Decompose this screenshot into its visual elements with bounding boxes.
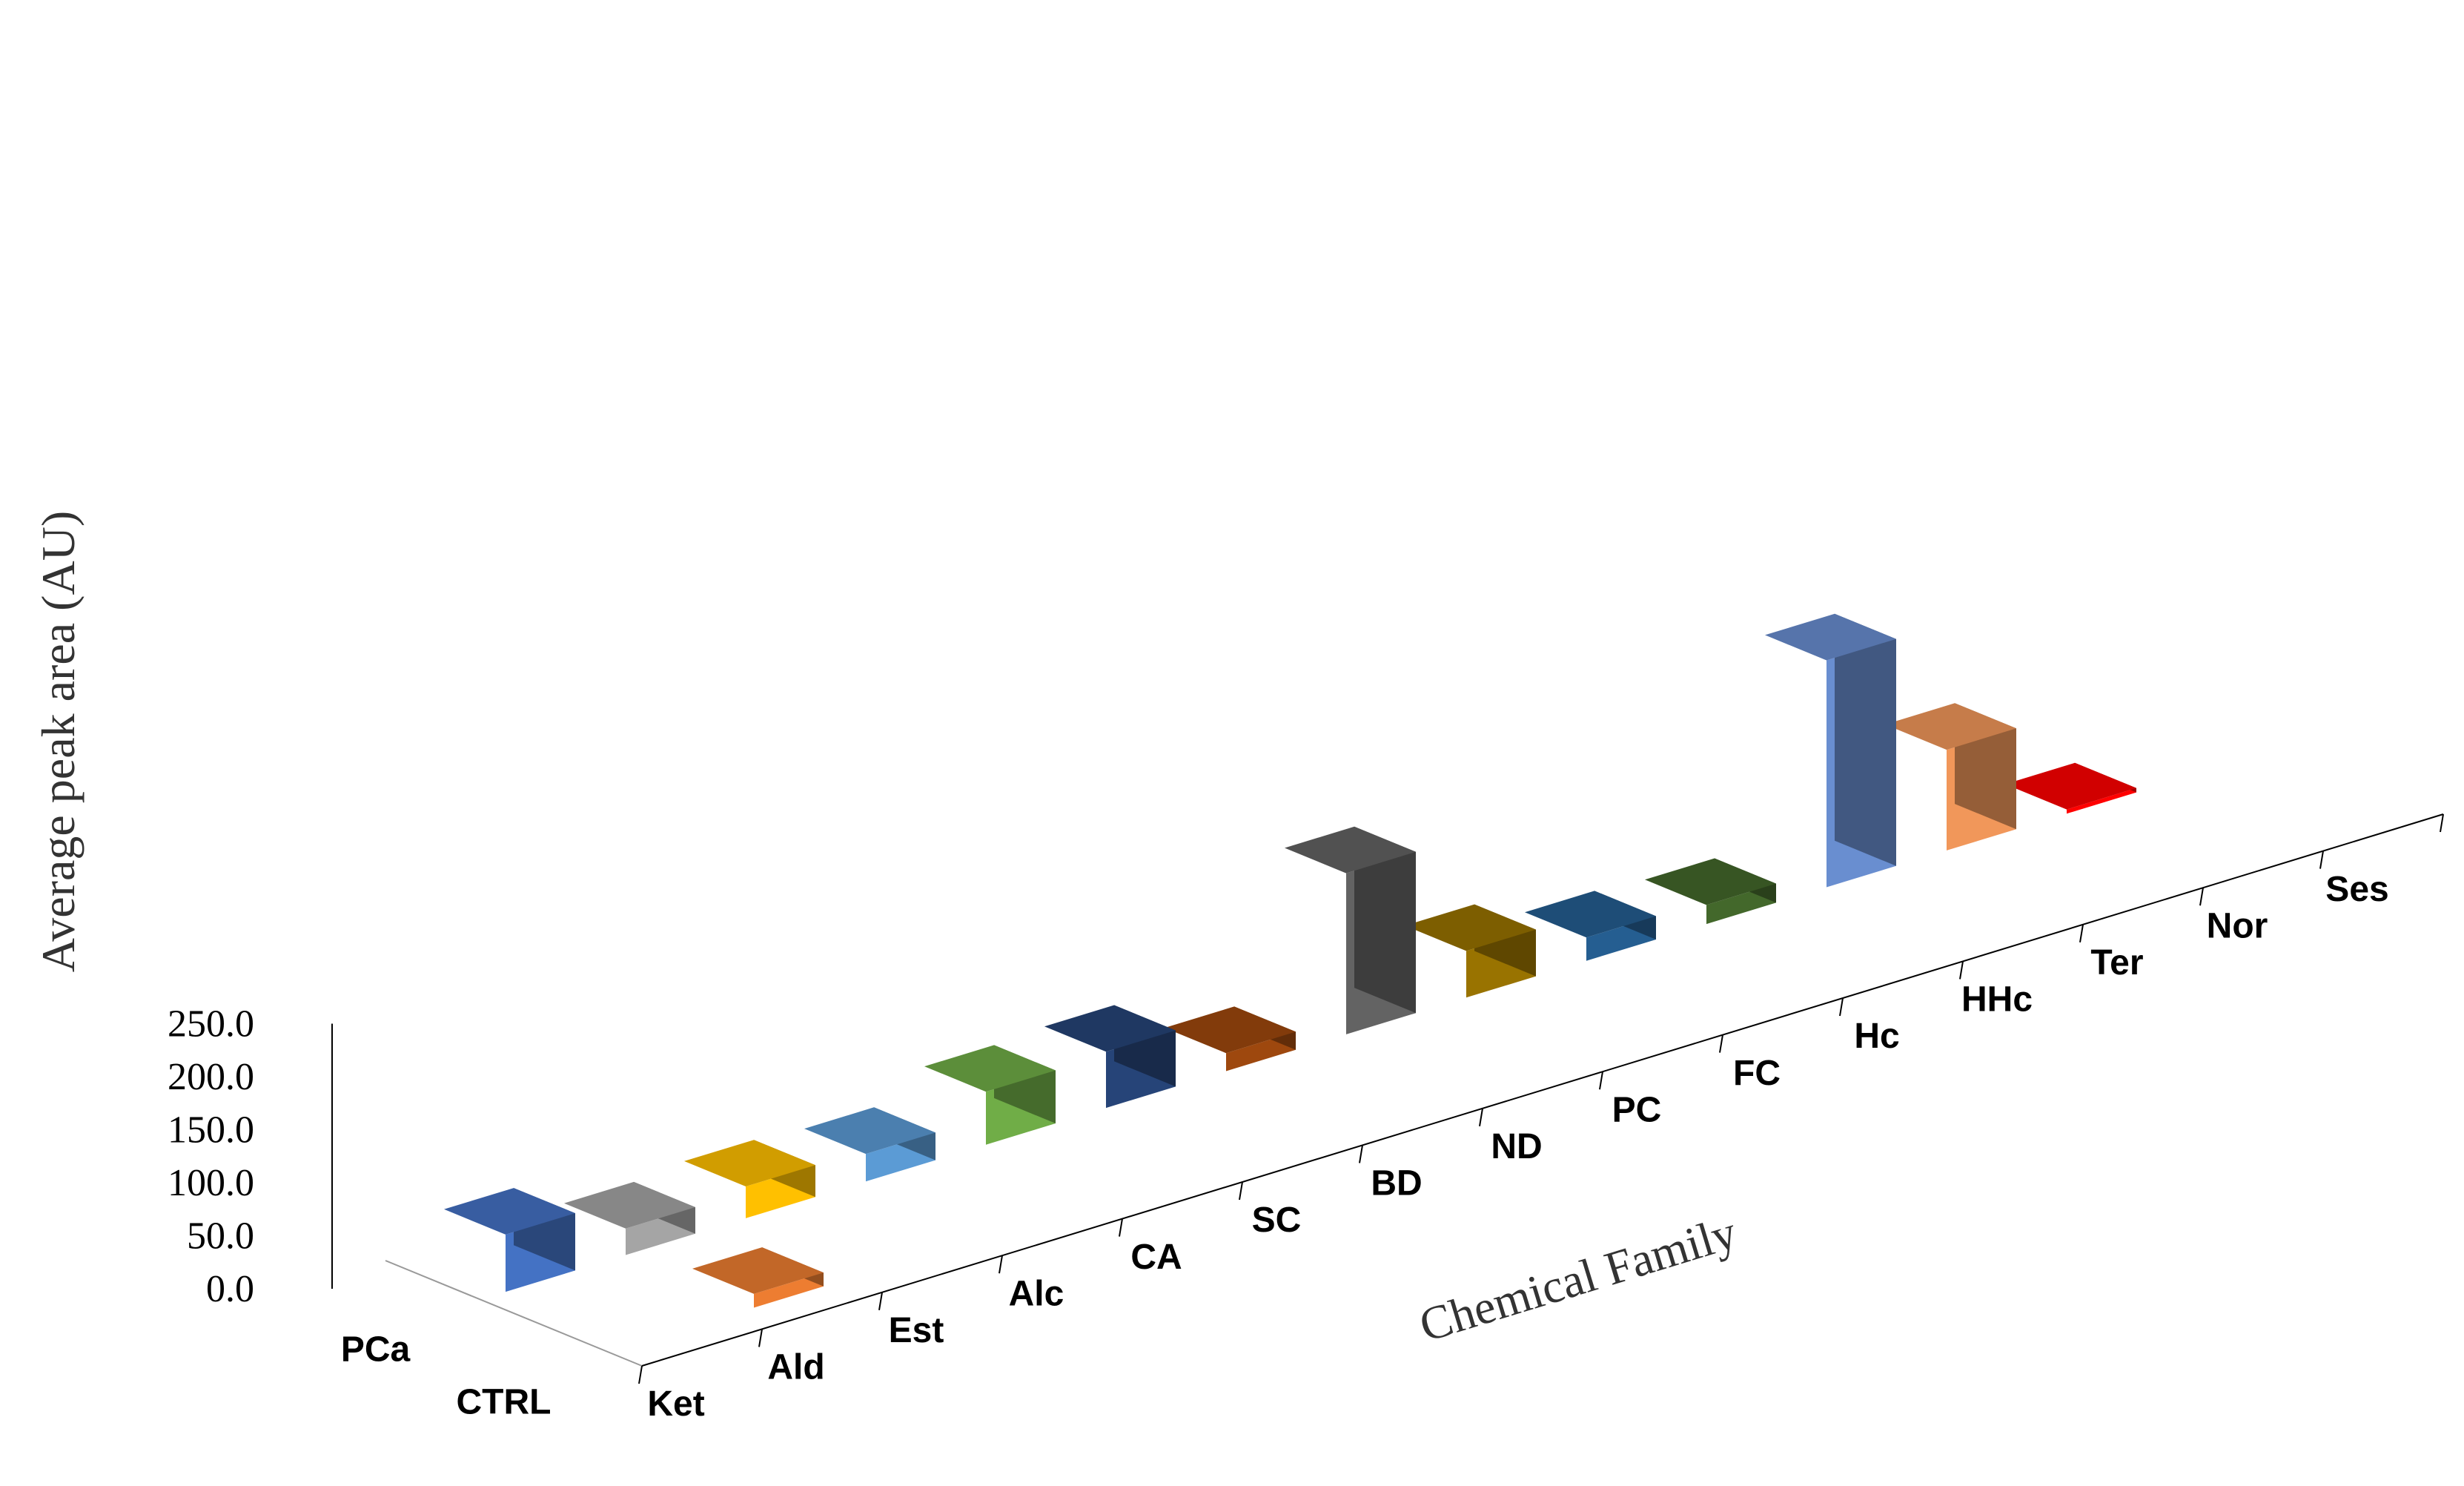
category-tick [758,1329,763,1347]
category-label: PC [1612,1090,1662,1129]
bar-top-face [1645,858,1776,905]
category-label: CA [1130,1238,1182,1277]
category-tick [2079,924,2084,942]
category-label: Ses [2325,870,2388,909]
series-axis-line [385,1260,643,1367]
bar-top-face [1525,891,1656,938]
bar-top-face [444,1188,575,1235]
bar-top-face [804,1107,935,1155]
bar-front-face [2067,787,2136,814]
category-tick [1119,1218,1123,1237]
series-label: CTRL [457,1383,552,1422]
category-label: Est [889,1311,944,1350]
category-label: FC [1733,1054,1781,1093]
category-tick [1599,1071,1603,1090]
y-tick-label: 250.0 [168,1003,254,1046]
x-axis-title: Chemical Family [1414,1206,1743,1352]
bar-top-face [1285,826,1416,874]
category-label: HHc [1961,980,2033,1020]
category-label: SC [1252,1201,1302,1240]
bar-pca-hhc [1765,613,1896,888]
bar-pca-est [684,1140,815,1218]
bar-pca-nor [2005,762,2136,814]
category-tick [1839,997,1844,1017]
category-label: ND [1491,1127,1542,1166]
category-tick [878,1292,883,1310]
y-tick-label: 100.0 [168,1162,254,1204]
bar-pca-ket [444,1188,575,1292]
category-label: Ket [647,1384,704,1424]
bar-pca-ca [924,1045,1056,1145]
category-tick [1239,1181,1243,1201]
bar-top-face [924,1045,1056,1092]
bar-top-face [1165,1006,1296,1054]
category-axis-line [641,813,2444,1367]
bar-side-face [1835,613,1896,866]
category-tick [638,1365,643,1384]
category-label: Ald [767,1348,824,1387]
y-axis-title: Average peak area (AU) [32,511,85,972]
bar-top-face [684,1140,815,1186]
category-tick [1719,1034,1723,1053]
bar-top-face [1405,904,1536,951]
bar-pca-ter [1885,703,2016,851]
category-label: BD [1371,1164,1422,1203]
category-tick [1359,1145,1363,1163]
bar-ctrl-ald [692,1247,824,1308]
bar-pca-hc [1645,858,1776,925]
bar-top-face [564,1181,695,1229]
category-tick [2440,813,2444,833]
category-tick [1959,961,1964,980]
category-tick [998,1255,1003,1274]
bar-pca-nd [1285,826,1416,1034]
bar-pca-sc [1044,1005,1176,1109]
category-label: Ter [2090,943,2143,983]
chart-bars [444,613,2136,1308]
y-tick-label: 50.0 [187,1215,254,1258]
bar-pca-fc [1525,891,1656,961]
category-tick [2199,888,2204,906]
bar-pca-ald [564,1181,695,1255]
chart-labels: 0.0 50.0 100.0 150.0 200.0 250.0 Ket Ald Est Alc C… [32,511,2389,1424]
chart-axes [331,813,2444,1384]
bar-side-face [1354,826,1416,1014]
category-label: Nor [2207,906,2268,945]
bar-top-face [692,1247,824,1294]
bar-top-face [1765,613,1896,661]
bar-pca-bd [1165,1006,1296,1071]
series-label: PCa [341,1330,411,1370]
category-tick [2319,851,2324,869]
bar-pca-pc [1405,904,1536,998]
y-tick-label: 200.0 [168,1056,254,1098]
category-tick [1479,1108,1483,1126]
bar-top-face [1885,703,2016,750]
bar-pca-alc [804,1107,935,1182]
bar-top-face [2005,762,2136,810]
bar-top-face [1044,1005,1176,1052]
y-tick-label: 0.0 [206,1268,254,1310]
category-label: Alc [1009,1274,1064,1313]
bar-front-face [754,1272,824,1308]
y-tick-label: 150.0 [168,1109,254,1152]
category-label: Hc [1854,1017,1899,1056]
